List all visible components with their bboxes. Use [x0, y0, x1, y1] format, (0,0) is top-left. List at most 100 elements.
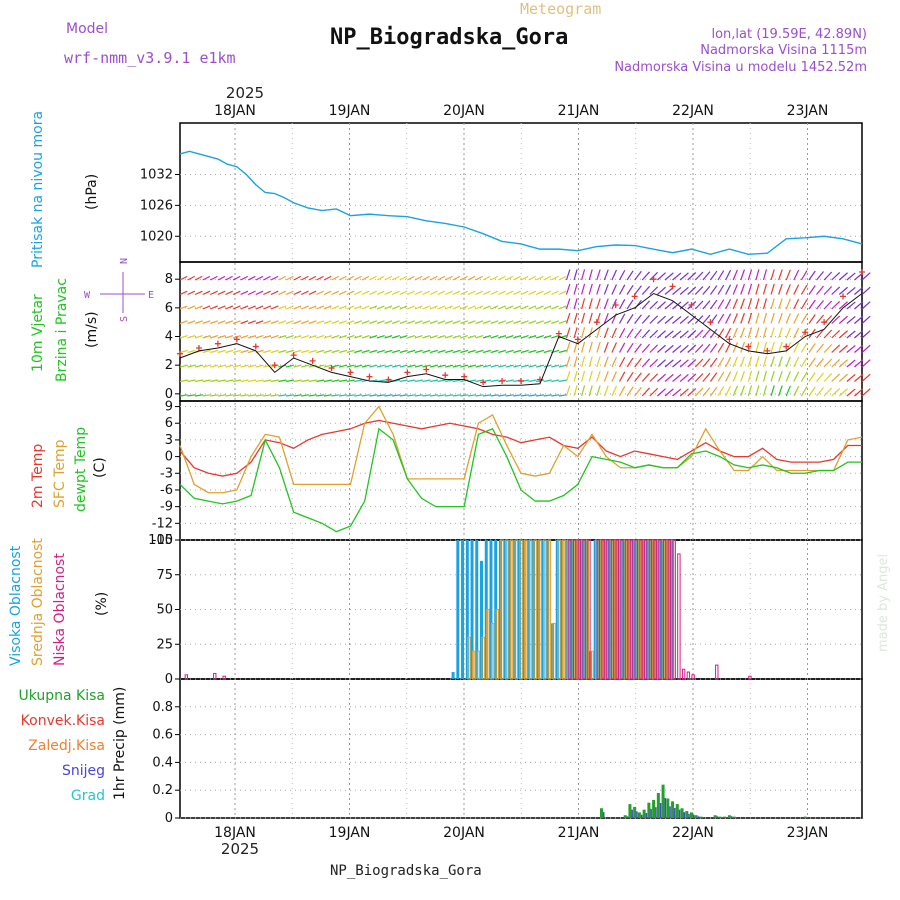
wind-barb [475, 305, 484, 310]
wind-barb [467, 305, 476, 310]
wind-barb [384, 334, 393, 339]
wind-barb [338, 275, 347, 281]
wind-barb [445, 349, 454, 354]
wind-barb [520, 334, 529, 339]
wind-barb [520, 290, 529, 296]
wind-tick-label: 8 [165, 272, 173, 287]
wind-barb [747, 283, 753, 295]
wind-barb [513, 320, 522, 325]
wind-barb [785, 385, 791, 397]
wind-barb [437, 349, 446, 354]
wind-barb [376, 305, 385, 310]
model-elevation-label: Nadmorska Visina u modelu 1452.52m [614, 60, 867, 75]
wind-barb [429, 320, 438, 325]
wind-barb [301, 364, 310, 368]
wind-barb [596, 283, 601, 295]
wind-barb [672, 272, 682, 281]
wind-barb [437, 379, 446, 383]
wind-barb [687, 344, 697, 353]
wind-barb [565, 341, 571, 353]
wind-barb [808, 299, 816, 310]
wind-barb [263, 334, 272, 339]
wind-barb [513, 305, 522, 310]
wind-barb [709, 328, 718, 339]
wind-barb [399, 394, 408, 397]
wind-barb [301, 320, 309, 325]
wind-barb [816, 343, 824, 353]
wind-barb [187, 334, 196, 339]
wind-barb [740, 385, 745, 397]
wind-barb [831, 272, 841, 281]
wind-barb [278, 305, 287, 310]
wind-barb [323, 364, 332, 368]
precip-total-bar [656, 792, 660, 818]
wind-barb [785, 371, 791, 382]
wind-barb [611, 327, 618, 339]
wind-barb [762, 283, 768, 295]
wind-barb [581, 312, 586, 324]
cloud-mid-bar [538, 539, 542, 680]
wind-barb [838, 344, 848, 353]
wind-barb [240, 334, 249, 339]
wind-barb [429, 305, 438, 310]
precip-tick-label: 0.4 [152, 755, 173, 770]
wind-barb [308, 394, 317, 397]
wind-tick-label: 6 [165, 301, 173, 316]
cloud-panel [184, 539, 752, 680]
cloud-tick-label: 0 [165, 672, 173, 687]
wind-barb [399, 320, 408, 325]
wind-barb [414, 379, 423, 383]
wind-barb [217, 334, 226, 339]
wind-barb [785, 284, 791, 295]
wind-barb [528, 275, 536, 281]
wind-barb [603, 269, 609, 281]
wind-barb [331, 334, 340, 339]
wind-gust-marker [669, 283, 676, 290]
wind-barb [361, 394, 370, 397]
wind-barb [816, 387, 824, 397]
wind-barb [445, 394, 454, 397]
wind-barb [490, 394, 499, 397]
wind-barb [762, 341, 768, 353]
wind-barb [194, 334, 203, 339]
precip-legend-conv: Konvek.Kisa [21, 713, 105, 729]
wind-tick-label: 2 [165, 358, 173, 373]
wind-barb [467, 394, 476, 397]
wind-barb [293, 394, 302, 397]
wind-barb [202, 275, 211, 281]
wind-barb [498, 290, 506, 296]
wind-barb [414, 320, 423, 325]
wind-gust-marker [802, 329, 809, 336]
wind-barb [391, 275, 400, 281]
wind-gust-marker [271, 362, 278, 369]
precip-snow-bar [664, 797, 667, 818]
wind-barb [187, 349, 196, 354]
wind-barb [618, 386, 626, 397]
wind-barb [536, 364, 545, 368]
wind-ylabel-1: 10m Vjetar [30, 294, 46, 372]
wind-barb [414, 334, 423, 339]
wind-barb [702, 271, 711, 281]
wind-barb [323, 334, 332, 339]
wind-barb [429, 290, 438, 296]
wind-barb [694, 373, 704, 382]
cloud-tick-label: 25 [156, 637, 173, 652]
wind-barb [656, 286, 666, 295]
cloud-low-bar [667, 539, 672, 680]
wind-barb [687, 272, 697, 281]
wind-barb [179, 305, 188, 310]
wind-speed-line [179, 292, 863, 388]
wind-barb [596, 341, 601, 353]
wind-barb [838, 286, 848, 295]
wind-barb [861, 359, 871, 368]
wind-barb [656, 330, 666, 339]
wind-barb [831, 373, 841, 382]
wind-barb [709, 299, 718, 310]
wind-barb [709, 372, 718, 382]
wind-barb [664, 388, 674, 397]
wind-barb [717, 342, 725, 353]
wind-barb [626, 270, 634, 281]
wind-barb [452, 305, 461, 310]
wind-barb [573, 269, 578, 281]
wind-barb [732, 342, 738, 353]
